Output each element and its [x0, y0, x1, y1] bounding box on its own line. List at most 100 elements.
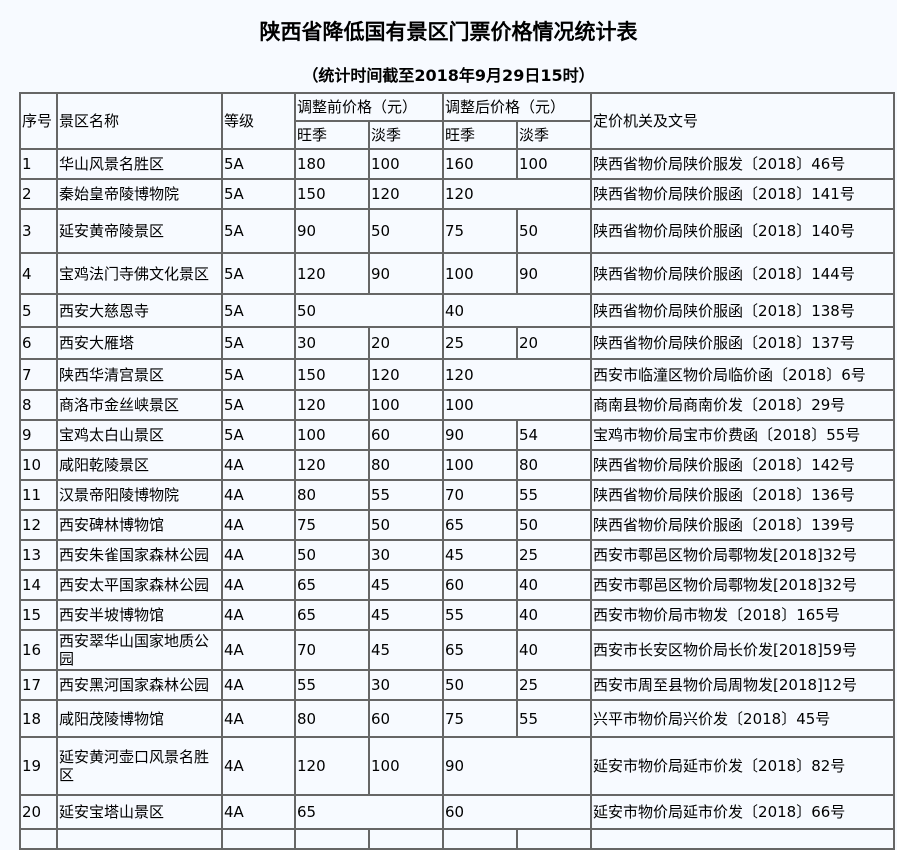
before-off-price: 80 [367, 449, 445, 481]
row-number: 2 [19, 178, 58, 210]
before-off-price: 60 [367, 699, 445, 738]
grade: 4A [221, 509, 296, 541]
page-subtitle: （统计时间截至2018年9月29日15时） [302, 66, 595, 85]
scenic-name: 西安太平国家森林公园 [56, 569, 223, 601]
empty-cell [442, 828, 519, 850]
before-peak-price: 120 [294, 252, 370, 295]
pricing-document: 宝鸡市物价局宝市价费函〔2018〕55号 [590, 419, 896, 451]
grade: 4A [221, 699, 296, 738]
after-peak-price: 25 [442, 326, 519, 360]
row-number: 5 [19, 293, 58, 328]
after-off-price: 20 [516, 326, 593, 360]
row-number: 8 [19, 389, 58, 421]
before-peak-price: 120 [294, 449, 370, 481]
row-number: 7 [19, 358, 58, 391]
row-number: 14 [19, 569, 58, 601]
pricing-document: 陕西省物价局陕价服函〔2018〕140号 [590, 208, 896, 254]
pricing-document: 陕西省物价局陕价服函〔2018〕141号 [590, 178, 896, 210]
pricing-document: 西安市鄠邑区物价局鄠物发[2018]32号 [590, 539, 896, 571]
grade: 4A [221, 736, 296, 796]
header-after-peak: 旺季 [442, 120, 519, 150]
pricing-document: 商南县物价局商南价发〔2018〕29号 [590, 389, 896, 421]
before-off-price: 60 [367, 419, 445, 451]
scenic-name: 咸阳乾陵景区 [56, 449, 223, 481]
scenic-name: 西安朱雀国家森林公园 [56, 539, 223, 571]
scenic-name: 秦始皇帝陵博物院 [56, 178, 223, 210]
empty-cell [516, 828, 593, 850]
pricing-document: 西安市周至县物价局周物发[2018]12号 [590, 669, 896, 701]
before-peak-price: 100 [294, 419, 370, 451]
grade: 4A [221, 449, 296, 481]
after-off-price: 25 [516, 669, 593, 701]
grade: 4A [221, 569, 296, 601]
table-row: 20 延安宝塔山景区 4A 65 60 延安市物价局延市价发〔2018〕66号 [19, 794, 896, 830]
before-off-price: 120 [367, 178, 445, 210]
pricing-document: 陕西省物价局陕价服函〔2018〕142号 [590, 449, 896, 481]
grade: 4A [221, 479, 296, 511]
grade: 4A [221, 629, 296, 671]
table-row: 5 西安大慈恩寺 5A 50 40 陕西省物价局陕价服函〔2018〕138号 [19, 293, 896, 328]
after-price: 40 [442, 293, 593, 328]
empty-cell [294, 828, 370, 850]
before-off-price: 30 [367, 669, 445, 701]
header-grade: 等级 [221, 92, 296, 150]
grade: 5A [221, 252, 296, 295]
grade: 5A [221, 389, 296, 421]
before-peak-price: 150 [294, 178, 370, 210]
scenic-name: 西安大雁塔 [56, 326, 223, 360]
before-peak-price: 80 [294, 699, 370, 738]
after-price: 90 [442, 736, 593, 796]
after-peak-price: 90 [442, 419, 519, 451]
after-off-price: 80 [516, 449, 593, 481]
after-off-price: 50 [516, 208, 593, 254]
pricing-document: 西安市长安区物价局长价发[2018]59号 [590, 629, 896, 671]
before-off-price: 90 [367, 252, 445, 295]
header-name: 景区名称 [56, 92, 223, 150]
before-off-price: 50 [367, 208, 445, 254]
grade: 4A [221, 794, 296, 830]
before-peak-price: 50 [294, 539, 370, 571]
grade: 5A [221, 293, 296, 328]
row-number: 3 [19, 208, 58, 254]
pricing-document: 西安市鄠邑区物价局鄠物发[2018]32号 [590, 569, 896, 601]
after-off-price: 25 [516, 539, 593, 571]
grade: 4A [221, 599, 296, 631]
header-before-peak: 旺季 [294, 120, 370, 150]
after-peak-price: 50 [442, 669, 519, 701]
before-peak-price: 90 [294, 208, 370, 254]
before-off-price: 20 [367, 326, 445, 360]
before-peak-price: 180 [294, 148, 370, 180]
table-row [19, 828, 896, 850]
before-off-price: 45 [367, 629, 445, 671]
before-peak-price: 65 [294, 599, 370, 631]
table-row: 18 咸阳茂陵博物馆 4A 80 60 75 55 兴平市物价局兴价发〔2018〕45号 [19, 699, 896, 738]
scenic-name: 西安半坡博物馆 [56, 599, 223, 631]
before-peak-price: 65 [294, 569, 370, 601]
header-before: 调整前价格（元） [293, 92, 445, 122]
scenic-name: 延安黄帝陵景区 [56, 208, 223, 254]
price-table: 序号 景区名称 等级 调整前价格（元） 调整后价格（元） 定价机关及文号 旺季 … [19, 92, 896, 850]
row-number: 1 [19, 148, 58, 180]
grade: 5A [221, 178, 296, 210]
before-peak-price: 120 [294, 389, 370, 421]
after-peak-price: 160 [442, 148, 519, 180]
table-row: 10 咸阳乾陵景区 4A 120 80 100 80 陕西省物价局陕价服函〔2018〕142号 [19, 449, 896, 481]
grade: 5A [221, 358, 296, 391]
pricing-document: 陕西省物价局陕价服函〔2018〕137号 [590, 326, 896, 360]
before-peak-price: 120 [294, 736, 370, 796]
scenic-name: 陕西华清宫景区 [56, 358, 223, 391]
before-off-price: 30 [367, 539, 445, 571]
after-off-price: 54 [516, 419, 593, 451]
table-row: 1 华山风景名胜区 5A 180 100 160 100 陕西省物价局陕价服发〔2018〕46… [19, 148, 896, 180]
table-row: 16 西安翠华山国家地质公园 4A 70 45 65 40 西安市长安区物价局长价发[2018… [19, 629, 896, 671]
table-row: 12 西安碑林博物馆 4A 75 50 65 50 陕西省物价局陕价服函〔2018〕139号 [19, 509, 896, 541]
after-peak-price: 45 [442, 539, 519, 571]
pricing-document: 兴平市物价局兴价发〔2018〕45号 [590, 699, 896, 738]
scenic-name: 延安黄河壶口风景名胜区 [56, 736, 223, 796]
before-peak-price: 75 [294, 509, 370, 541]
before-off-price: 100 [367, 148, 445, 180]
after-off-price: 55 [516, 479, 593, 511]
scenic-name: 汉景帝阳陵博物院 [56, 479, 223, 511]
before-peak-price: 30 [294, 326, 370, 360]
row-number: 18 [19, 699, 58, 738]
